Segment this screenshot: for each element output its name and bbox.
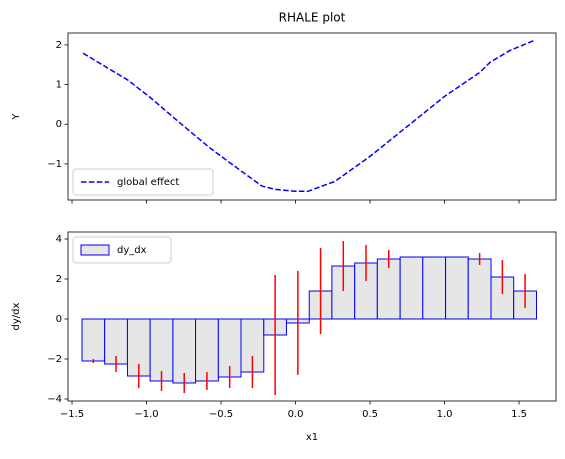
legend-label: dy_dx <box>117 245 147 256</box>
y-tick-label: 0 <box>56 314 62 325</box>
y-tick-label: 2 <box>56 40 62 51</box>
y-tick-label: 2 <box>56 274 62 285</box>
legend-box <box>72 168 214 196</box>
x-tick-label: −1.0 <box>134 409 158 420</box>
bar <box>399 256 424 320</box>
x-tick-label: 1.0 <box>437 409 453 420</box>
y-tick-label: 1 <box>56 80 62 91</box>
y-tick-label: −1 <box>47 159 62 170</box>
x-tick-label: 0.0 <box>288 409 304 420</box>
x-tick-label: 0.5 <box>362 409 378 420</box>
y-tick-label: −2 <box>47 354 62 365</box>
y-tick-label: −4 <box>47 394 62 405</box>
y-axis-label: Y <box>11 113 22 121</box>
bar <box>81 318 106 362</box>
line <box>82 39 536 193</box>
bar <box>445 256 469 320</box>
x-tick-label: 1.5 <box>511 409 527 420</box>
bar <box>467 258 492 320</box>
x-tick-label: −1.5 <box>60 409 84 420</box>
axes-frame <box>67 32 557 201</box>
legend-label: global effect <box>117 177 179 188</box>
bar <box>422 256 447 320</box>
chart-title: RHALE plot <box>279 11 346 25</box>
legend-box <box>72 236 172 264</box>
bar <box>195 318 219 382</box>
legend-swatch <box>80 244 110 256</box>
axes-frame <box>67 231 557 402</box>
y-tick-label: 0 <box>56 119 62 130</box>
x-axis-label: x1 <box>306 432 318 443</box>
y-tick-label: 4 <box>56 234 62 245</box>
x-tick-label: −0.5 <box>209 409 233 420</box>
y-axis-label: dy/dx <box>11 302 22 330</box>
